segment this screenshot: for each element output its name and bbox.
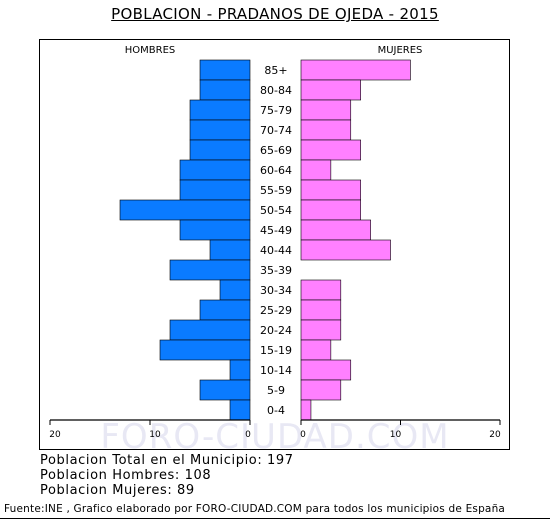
male-tick-label-20: 20: [49, 430, 61, 440]
male-tick-label-10: 10: [149, 430, 161, 440]
male-bar-50-54: [119, 199, 251, 221]
female-bar-75-79: [300, 99, 352, 121]
female-bar-30-34: [300, 279, 342, 301]
male-bar-20-24: [169, 319, 251, 341]
male-bar-25-29: [199, 299, 251, 321]
female-bar-80-84: [300, 79, 362, 101]
age-label-5-9: 5-9: [267, 384, 285, 397]
age-label-70-74: 70-74: [260, 124, 292, 137]
male-bar-15-19: [159, 339, 251, 361]
age-label-55-59: 55-59: [260, 184, 292, 197]
population-pyramid: FORO-CIUDAD.COM HOMBRES MUJERES 85+ 80-84 75-…: [49, 45, 501, 457]
age-label-45-49: 45-49: [260, 224, 292, 237]
female-bar-5-9: [300, 379, 342, 401]
chart-title: POBLACION - PRADANOS DE OJEDA - 2015: [111, 5, 439, 23]
hombres-label: HOMBRES: [125, 45, 176, 56]
female-bar-85+: [300, 59, 411, 81]
chart-frame: [39, 39, 510, 450]
male-bar-65-69: [189, 139, 251, 161]
male-bar-45-49: [179, 219, 251, 241]
female-tick-label-20: 20: [489, 430, 501, 440]
male-bar-40-44: [209, 239, 251, 261]
stat-total: Poblacion Total en el Municipio: 197: [40, 453, 294, 468]
female-bar-10-14: [300, 359, 352, 381]
source-note: Fuente:INE , Grafico elaborado por FORO-…: [4, 503, 506, 515]
stat-hombres: Poblacion Hombres: 108: [40, 468, 212, 483]
female-bar-0-4: [300, 399, 312, 421]
male-bar-0-4: [229, 399, 251, 421]
female-bar-50-54: [300, 199, 362, 221]
male-bar-60-64: [179, 159, 251, 181]
male-bar-75-79: [189, 99, 251, 121]
male-bar-80-84: [199, 79, 251, 101]
age-label-10-14: 10-14: [260, 364, 292, 377]
male-bar-30-34: [219, 279, 251, 301]
male-bar-85+: [199, 59, 251, 81]
age-label-75-79: 75-79: [260, 104, 292, 117]
female-bar-45-49: [300, 219, 371, 241]
age-label-65-69: 65-69: [260, 144, 292, 157]
male-bar-5-9: [199, 379, 251, 401]
watermark-text: FORO-CIUDAD.COM: [100, 417, 449, 457]
age-label-15-19: 15-19: [260, 344, 292, 357]
male-bar-10-14: [229, 359, 251, 381]
female-tick-label-0: 0: [300, 430, 306, 440]
female-bar-15-19: [300, 339, 332, 361]
age-label-20-24: 20-24: [260, 324, 292, 337]
stat-mujeres: Poblacion Mujeres: 89: [40, 483, 195, 498]
female-bar-65-69: [300, 139, 362, 161]
mujeres-label: MUJERES: [378, 45, 423, 56]
female-bar-55-59: [300, 179, 362, 201]
age-label-60-64: 60-64: [260, 164, 292, 177]
age-label-85+: 85+: [264, 64, 287, 77]
male-bar-55-59: [179, 179, 251, 201]
male-bar-70-74: [189, 119, 251, 141]
age-label-50-54: 50-54: [260, 204, 292, 217]
female-bar-60-64: [300, 159, 332, 181]
age-label-25-29: 25-29: [260, 304, 292, 317]
male-tick-label-0: 0: [245, 430, 251, 440]
age-label-0-4: 0-4: [267, 404, 285, 417]
female-bar-20-24: [300, 319, 342, 341]
age-label-30-34: 30-34: [260, 284, 292, 297]
female-tick-label-10: 10: [390, 430, 402, 440]
age-label-35-39: 35-39: [260, 264, 292, 277]
female-bar-70-74: [300, 119, 352, 141]
female-bar-25-29: [300, 299, 342, 321]
age-label-80-84: 80-84: [260, 84, 292, 97]
age-label-40-44: 40-44: [260, 244, 292, 257]
male-bar-35-39: [169, 259, 251, 281]
female-bar-40-44: [300, 239, 391, 261]
footer-divider: [0, 518, 550, 519]
